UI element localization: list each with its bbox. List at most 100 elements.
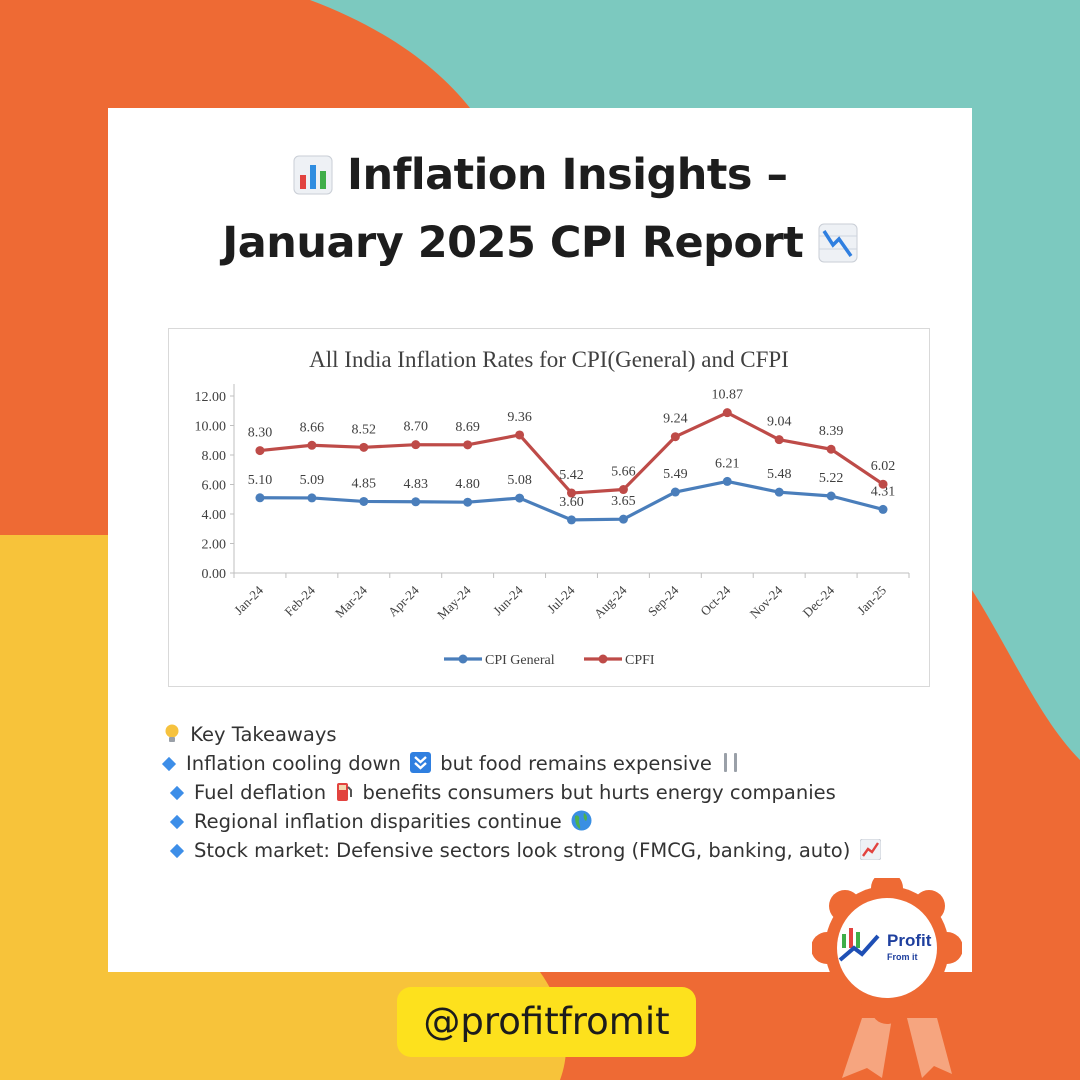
- takeaway-item: Inflation cooling down but food remains …: [160, 749, 960, 778]
- chart-legend: CPI General CPFI: [444, 653, 655, 668]
- takeaway-text: Inflation cooling down: [186, 752, 401, 775]
- data-point: [774, 487, 784, 497]
- title-line-1: Inflation Insights –: [347, 150, 788, 200]
- data-point: [307, 493, 317, 503]
- data-point: [826, 491, 836, 501]
- takeaways-heading-row: Key Takeaways: [160, 720, 960, 749]
- light-bulb-icon: [163, 723, 181, 752]
- logo-word-profit: Profit: [887, 931, 932, 950]
- diamond-bullet-icon: [169, 843, 185, 858]
- x-tick-label: May-24: [434, 582, 474, 622]
- data-point: [359, 496, 369, 506]
- legend-label: CPFI: [625, 653, 655, 668]
- takeaway-text: Stock market: Defensive sectors look str…: [194, 839, 851, 862]
- data-label: 10.87: [712, 388, 744, 403]
- data-point: [774, 435, 784, 445]
- globe-icon: [571, 810, 592, 839]
- data-label: 5.09: [300, 473, 325, 488]
- data-label: 5.22: [819, 471, 844, 486]
- data-point: [515, 493, 525, 503]
- data-point: [722, 476, 732, 486]
- y-tick-label: 8.00: [202, 449, 227, 464]
- data-label: 3.65: [611, 494, 636, 509]
- y-tick-label: 6.00: [202, 479, 227, 494]
- y-tick-label: 10.00: [195, 420, 227, 435]
- x-tick-label: Oct-24: [697, 582, 733, 618]
- bar-chart-icon: [293, 150, 333, 212]
- legend-swatch-marker: [458, 654, 468, 664]
- data-point: [722, 408, 732, 418]
- takeaway-item: Stock market: Defensive sectors look str…: [160, 836, 960, 865]
- data-label: 4.80: [455, 477, 480, 492]
- y-tick-label: 12.00: [195, 390, 227, 405]
- data-label: 4.83: [403, 477, 428, 492]
- data-label: 9.24: [663, 412, 688, 427]
- data-label: 8.66: [300, 420, 325, 435]
- data-point: [618, 485, 628, 495]
- data-point: [878, 504, 888, 514]
- data-label: 4.85: [352, 476, 377, 491]
- data-label: 5.49: [663, 467, 688, 482]
- content-card: Inflation Insights – January 2025 CPI Re…: [108, 108, 972, 972]
- logo-word-from-it: From it: [887, 952, 918, 962]
- data-point: [670, 487, 680, 497]
- data-label: 5.48: [767, 467, 792, 482]
- x-tick-label: Jan-24: [231, 582, 266, 617]
- x-tick-label: Jun-24: [490, 582, 526, 618]
- y-tick-label: 4.00: [202, 508, 227, 523]
- chart-marks: 5.10 5.09 4.85 4.83 4.80 5.08 3.60 3.65 5.49 6.21…: [248, 388, 896, 525]
- data-label: 6.02: [871, 459, 896, 474]
- takeaway-text: Fuel deflation: [194, 781, 327, 804]
- data-point: [567, 488, 576, 498]
- data-label: 8.52: [352, 422, 377, 437]
- data-point: [255, 446, 265, 456]
- data-point: [515, 430, 525, 440]
- x-tick-label: Apr-24: [385, 582, 422, 619]
- data-label: 4.31: [871, 484, 896, 499]
- key-takeaways: Key Takeaways Inflation cooling down but…: [160, 720, 960, 865]
- x-tick-label: Feb-24: [281, 582, 318, 619]
- x-tick-label: Jul-24: [544, 582, 578, 616]
- diamond-bullet-icon: [169, 785, 185, 800]
- takeaways-heading: Key Takeaways: [190, 723, 337, 746]
- data-label: 3.60: [559, 495, 584, 510]
- data-point: [618, 514, 628, 524]
- data-point: [411, 440, 421, 450]
- takeaway-text: benefits consumers but hurts energy comp…: [362, 781, 836, 804]
- profit-from-it-logo: Profit From it: [812, 878, 962, 1078]
- fork-knife-icon: [721, 752, 741, 781]
- data-label: 8.39: [819, 424, 844, 439]
- data-point: [826, 444, 836, 454]
- data-label: 5.08: [507, 473, 531, 488]
- data-point: [878, 479, 888, 489]
- fuel-pump-icon: [335, 781, 353, 810]
- takeaway-item: Fuel deflation benefits consumers but hu…: [160, 778, 960, 807]
- x-tick-label: Mar-24: [332, 582, 370, 620]
- data-label: 5.42: [559, 468, 584, 483]
- data-point: [255, 493, 265, 503]
- x-tick-label: Dec-24: [800, 582, 838, 620]
- chart-down-icon: [818, 218, 858, 280]
- data-point: [307, 440, 317, 450]
- data-label: 9.04: [767, 415, 792, 430]
- data-label: 5.10: [248, 473, 273, 488]
- legend-label: CPI General: [485, 653, 555, 668]
- chart-canvas: All India Inflation Rates for CPI(Genera…: [195, 347, 910, 668]
- data-point: [359, 442, 369, 452]
- x-tick-label: Sep-24: [645, 582, 682, 619]
- takeaway-item: Regional inflation disparities continue: [160, 807, 960, 836]
- data-point: [463, 440, 473, 450]
- title-line-2: January 2025 CPI Report: [222, 218, 804, 268]
- x-tick-label: Nov-24: [747, 582, 786, 621]
- chart-title: All India Inflation Rates for CPI(Genera…: [309, 347, 789, 372]
- data-label: 8.30: [248, 426, 273, 441]
- down-arrow-icon: [410, 752, 432, 781]
- data-point: [463, 497, 473, 507]
- chart-up-icon: [859, 838, 882, 868]
- inflation-chart: All India Inflation Rates for CPI(Genera…: [168, 328, 930, 687]
- data-label: 8.69: [455, 420, 480, 435]
- legend-swatch-marker: [598, 654, 608, 664]
- takeaway-text: but food remains expensive: [440, 752, 712, 775]
- x-tick-label: Aug-24: [591, 582, 630, 621]
- data-label: 6.21: [715, 456, 740, 471]
